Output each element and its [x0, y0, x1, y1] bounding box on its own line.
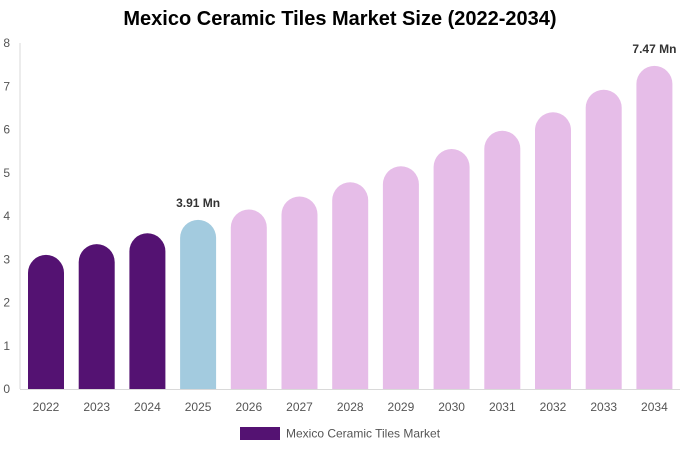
x-axis-ticks: 2022 2023 2024 2025 2026 2027 2028 2029 2030 2031…: [33, 400, 668, 414]
y-tick-label: 1: [3, 339, 10, 353]
legend-swatch: [240, 427, 280, 440]
bar-2024[interactable]: [129, 233, 166, 389]
bar-2033[interactable]: [585, 89, 622, 389]
x-tick-label: 2026: [235, 400, 262, 414]
y-tick-label: 5: [3, 166, 10, 180]
bar-2034[interactable]: [636, 65, 673, 390]
bars-group: [28, 65, 673, 390]
y-tick-label: 0: [3, 382, 10, 396]
y-tick-label: 4: [3, 209, 10, 223]
bar-2029[interactable]: [382, 166, 419, 389]
x-tick-label: 2024: [134, 400, 161, 414]
x-tick-label: 2030: [438, 400, 465, 414]
data-label: 3.91 Mn: [176, 196, 220, 210]
bar-2028[interactable]: [332, 182, 369, 389]
bar-2032[interactable]: [535, 112, 571, 389]
y-tick-label: 7: [3, 79, 10, 93]
legend-label: Mexico Ceramic Tiles Market: [286, 427, 441, 441]
y-tick-label: 8: [3, 36, 10, 50]
bar-2026[interactable]: [230, 209, 267, 389]
y-tick-label: 6: [3, 123, 10, 137]
bar-2031[interactable]: [484, 130, 521, 390]
x-tick-label: 2034: [641, 400, 668, 414]
x-tick-label: 2022: [33, 400, 60, 414]
x-tick-label: 2029: [388, 400, 415, 414]
chart-title: Mexico Ceramic Tiles Market Size (2022-2…: [123, 8, 557, 30]
x-tick-label: 2023: [83, 400, 110, 414]
bar-2025[interactable]: [180, 219, 217, 389]
y-tick-label: 3: [3, 252, 10, 266]
x-tick-label: 2028: [337, 400, 364, 414]
x-tick-label: 2031: [489, 400, 516, 414]
y-tick-label: 2: [3, 296, 10, 310]
x-tick-label: 2027: [286, 400, 313, 414]
x-tick-label: 2025: [185, 400, 212, 414]
legend[interactable]: Mexico Ceramic Tiles Market: [240, 427, 441, 441]
y-axis-ticks: 0 1 2 3 4 5 6 7 8: [3, 36, 10, 396]
x-tick-label: 2032: [540, 400, 567, 414]
bar-2027[interactable]: [281, 196, 318, 389]
bar-2022[interactable]: [28, 254, 64, 389]
data-labels-group: 3.91 Mn 7.47 Mn: [176, 42, 676, 210]
bar-2023[interactable]: [78, 244, 115, 389]
x-tick-label: 2033: [590, 400, 617, 414]
bar-2030[interactable]: [433, 148, 470, 389]
data-label: 7.47 Mn: [632, 42, 676, 56]
